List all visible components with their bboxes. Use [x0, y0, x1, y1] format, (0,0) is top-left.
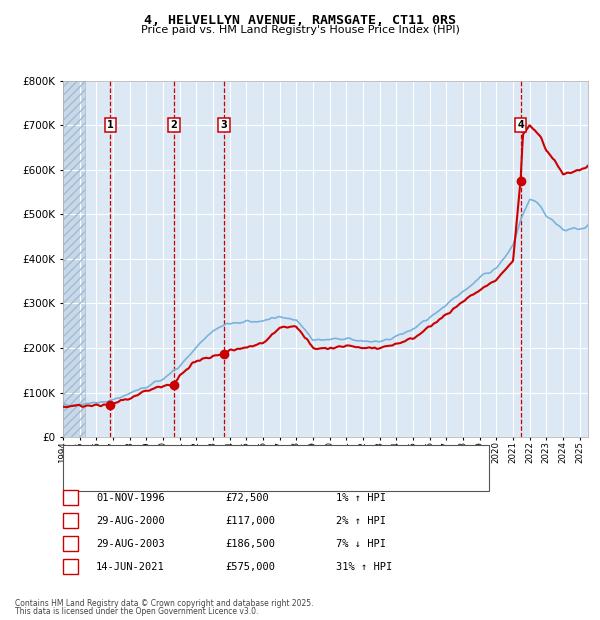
Text: Contains HM Land Registry data © Crown copyright and database right 2025.: Contains HM Land Registry data © Crown c…	[15, 598, 314, 608]
Text: 4: 4	[517, 120, 524, 130]
Text: 1: 1	[67, 493, 74, 503]
Text: 7% ↓ HPI: 7% ↓ HPI	[336, 539, 386, 549]
Text: £575,000: £575,000	[225, 562, 275, 572]
Text: HPI: Average price, detached house, Thanet: HPI: Average price, detached house, Than…	[98, 474, 313, 484]
Bar	[63, 81, 85, 437]
Text: £72,500: £72,500	[225, 493, 269, 503]
Text: 3: 3	[67, 539, 74, 549]
Text: £117,000: £117,000	[225, 516, 275, 526]
Text: 4: 4	[67, 562, 74, 572]
Text: Price paid vs. HM Land Registry's House Price Index (HPI): Price paid vs. HM Land Registry's House …	[140, 25, 460, 35]
Text: 2% ↑ HPI: 2% ↑ HPI	[336, 516, 386, 526]
Text: 4, HELVELLYN AVENUE, RAMSGATE, CT11 0RS (detached house): 4, HELVELLYN AVENUE, RAMSGATE, CT11 0RS …	[98, 452, 408, 462]
Text: ——: ——	[70, 472, 95, 485]
Text: £186,500: £186,500	[225, 539, 275, 549]
Text: 3: 3	[221, 120, 227, 130]
Text: 29-AUG-2000: 29-AUG-2000	[96, 516, 165, 526]
Text: 29-AUG-2003: 29-AUG-2003	[96, 539, 165, 549]
Text: 1% ↑ HPI: 1% ↑ HPI	[336, 493, 386, 503]
Text: 31% ↑ HPI: 31% ↑ HPI	[336, 562, 392, 572]
Text: 2: 2	[170, 120, 178, 130]
Text: 1: 1	[107, 120, 114, 130]
Text: This data is licensed under the Open Government Licence v3.0.: This data is licensed under the Open Gov…	[15, 607, 259, 616]
Text: ——: ——	[70, 451, 95, 464]
Text: 2: 2	[67, 516, 74, 526]
Text: 01-NOV-1996: 01-NOV-1996	[96, 493, 165, 503]
Bar	[63, 81, 85, 437]
Text: 14-JUN-2021: 14-JUN-2021	[96, 562, 165, 572]
Text: 4, HELVELLYN AVENUE, RAMSGATE, CT11 0RS: 4, HELVELLYN AVENUE, RAMSGATE, CT11 0RS	[144, 14, 456, 27]
